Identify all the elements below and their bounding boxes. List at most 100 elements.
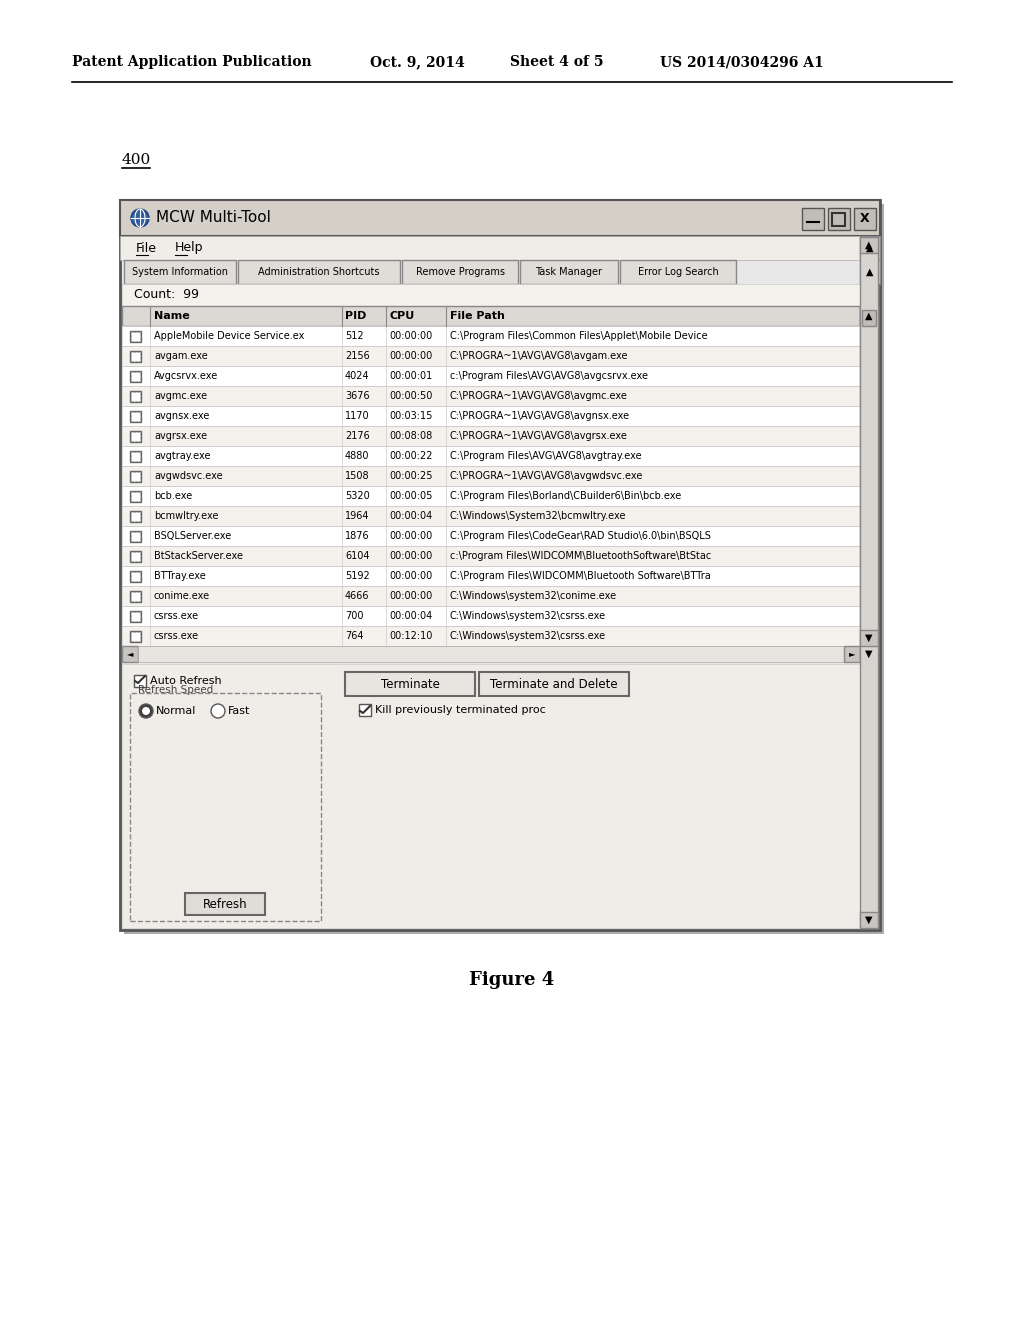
Bar (131, 552, 140, 561)
Bar (130, 572, 141, 582)
Bar (131, 333, 140, 341)
Bar (122, 525, 860, 546)
Bar (130, 631, 141, 642)
Text: avgtray.exe: avgtray.exe (154, 451, 211, 461)
Text: US 2014/0304296 A1: US 2014/0304296 A1 (660, 55, 823, 69)
Bar (122, 626, 860, 645)
Bar (860, 238, 878, 928)
Bar (860, 630, 878, 645)
Bar (130, 331, 141, 342)
Bar (130, 611, 141, 622)
Text: Fast: Fast (228, 706, 251, 715)
Text: 1508: 1508 (345, 471, 370, 480)
Bar (138, 645, 844, 663)
Text: 512: 512 (345, 331, 364, 341)
Text: Terminate and Delete: Terminate and Delete (490, 677, 617, 690)
Text: Name: Name (154, 312, 189, 321)
Bar (122, 606, 860, 626)
Text: 3676: 3676 (345, 391, 370, 401)
Bar (862, 310, 876, 326)
Bar (131, 612, 140, 620)
Bar (860, 306, 878, 645)
Text: X: X (860, 213, 869, 226)
Text: CPU: CPU (389, 312, 415, 321)
Bar (122, 664, 860, 928)
Bar (122, 506, 860, 525)
Bar (620, 260, 736, 284)
Text: C:\PROGRA~1\AVG\AVG8\avgrsx.exe: C:\PROGRA~1\AVG\AVG8\avgrsx.exe (450, 432, 628, 441)
Text: BSQLServer.exe: BSQLServer.exe (154, 531, 231, 541)
Text: 00:00:05: 00:00:05 (389, 491, 432, 502)
Bar (131, 512, 140, 521)
Text: 700: 700 (345, 611, 364, 620)
Bar (860, 306, 878, 326)
Text: 00:00:22: 00:00:22 (389, 451, 432, 461)
Text: Refresh Speed: Refresh Speed (138, 685, 213, 696)
Text: Task Manager: Task Manager (536, 267, 602, 277)
Bar (134, 675, 146, 686)
Text: 00:00:25: 00:00:25 (389, 471, 432, 480)
Text: Patent Application Publication: Patent Application Publication (72, 55, 311, 69)
Bar (860, 912, 878, 928)
Bar (131, 412, 140, 421)
Bar (130, 491, 141, 502)
Text: C:\PROGRA~1\AVG\AVG8\avgnsx.exe: C:\PROGRA~1\AVG\AVG8\avgnsx.exe (450, 411, 630, 421)
Text: C:\Windows\system32\conime.exe: C:\Windows\system32\conime.exe (450, 591, 617, 601)
Bar (238, 260, 400, 284)
Bar (131, 473, 140, 480)
Bar (359, 704, 371, 715)
Bar (130, 411, 141, 422)
Bar (130, 371, 141, 381)
Text: C:\Windows\system32\csrss.exe: C:\Windows\system32\csrss.exe (450, 611, 606, 620)
Bar (122, 346, 860, 366)
Text: conime.exe: conime.exe (154, 591, 210, 601)
Text: avgmc.exe: avgmc.exe (154, 391, 207, 401)
Bar (860, 236, 880, 260)
Text: C:\Program Files\AVG\AVG8\avgtray.exe: C:\Program Files\AVG\AVG8\avgtray.exe (450, 451, 642, 461)
Text: C:\PROGRA~1\AVG\AVG8\avgwdsvc.exe: C:\PROGRA~1\AVG\AVG8\avgwdsvc.exe (450, 471, 643, 480)
Text: 00:00:00: 00:00:00 (389, 531, 432, 541)
Bar (131, 591, 140, 601)
Bar (120, 201, 880, 236)
Text: avgrsx.exe: avgrsx.exe (154, 432, 207, 441)
Text: 2156: 2156 (345, 351, 370, 360)
Text: File: File (136, 242, 157, 255)
Text: bcb.exe: bcb.exe (154, 491, 193, 502)
Bar (130, 511, 141, 521)
Text: Auto Refresh: Auto Refresh (150, 676, 221, 686)
Bar (124, 205, 884, 935)
Bar (122, 306, 860, 326)
Bar (844, 645, 860, 663)
Text: 4880: 4880 (345, 451, 370, 461)
Bar (479, 672, 629, 696)
Text: 764: 764 (345, 631, 364, 642)
Bar (402, 260, 518, 284)
Text: 00:03:15: 00:03:15 (389, 411, 432, 421)
Text: ►: ► (849, 649, 855, 659)
Bar (130, 531, 141, 543)
Text: 00:00:01: 00:00:01 (389, 371, 432, 381)
Bar (130, 391, 141, 403)
Text: c:\Program Files\WIDCOMM\BluetoothSoftware\BtStac: c:\Program Files\WIDCOMM\BluetoothSoftwa… (450, 550, 712, 561)
Bar (122, 407, 860, 426)
Text: Normal: Normal (156, 706, 197, 715)
Text: 2176: 2176 (345, 432, 370, 441)
Text: avgnsx.exe: avgnsx.exe (154, 411, 209, 421)
Bar (122, 645, 138, 663)
Bar (345, 672, 475, 696)
Text: Avgcsrvx.exe: Avgcsrvx.exe (154, 371, 218, 381)
Text: C:\PROGRA~1\AVG\AVG8\avgmc.exe: C:\PROGRA~1\AVG\AVG8\avgmc.exe (450, 391, 628, 401)
Text: ◄: ◄ (127, 649, 133, 659)
Bar (185, 894, 265, 915)
Text: AppleMobile Device Service.ex: AppleMobile Device Service.ex (154, 331, 304, 341)
Bar (860, 260, 880, 284)
Bar (802, 209, 824, 230)
Text: 1964: 1964 (345, 511, 370, 521)
Bar (122, 566, 860, 586)
Text: ▼: ▼ (865, 915, 872, 925)
Text: Figure 4: Figure 4 (469, 972, 555, 989)
Text: avgam.exe: avgam.exe (154, 351, 208, 360)
Text: C:\Program Files\Common Files\Applet\Mobile Device: C:\Program Files\Common Files\Applet\Mob… (450, 331, 708, 341)
Text: Sheet 4 of 5: Sheet 4 of 5 (510, 55, 603, 69)
Bar (860, 645, 878, 663)
